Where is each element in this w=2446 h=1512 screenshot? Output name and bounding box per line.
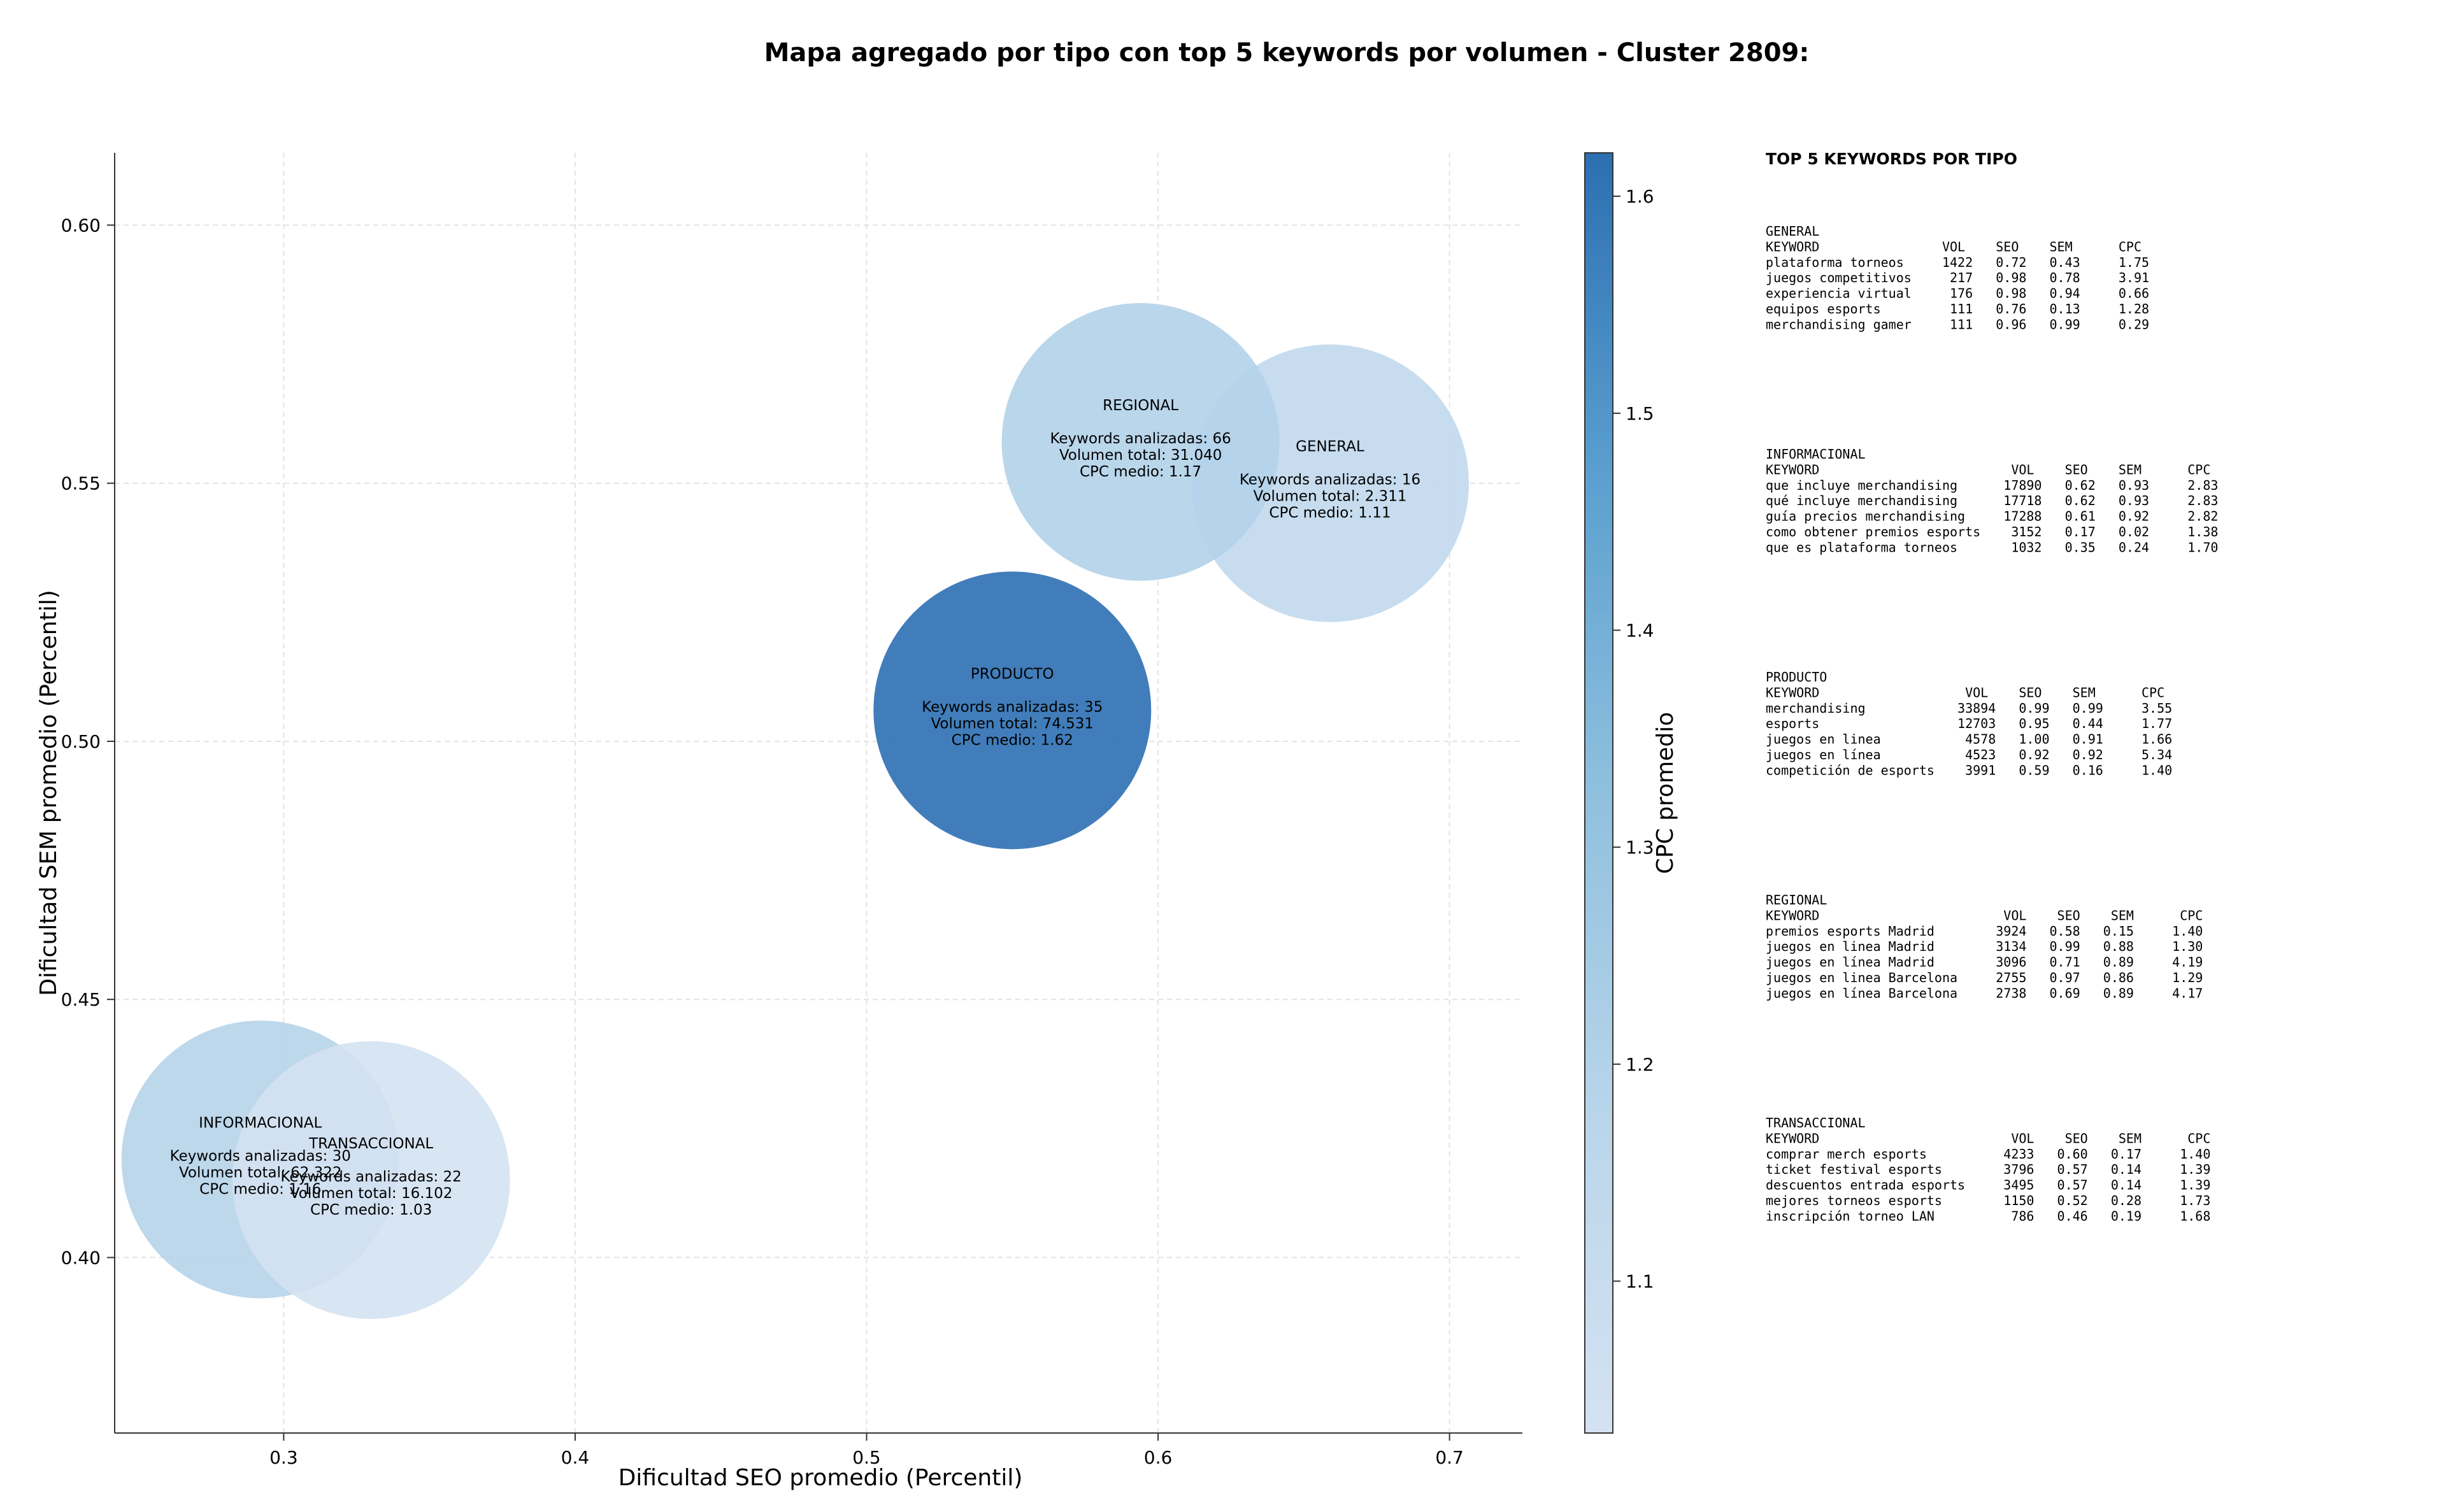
table-type-title: TRANSACCIONAL — [1766, 1115, 1866, 1130]
y-tick-label: 0.45 — [61, 989, 101, 1010]
table-header-row: KEYWORD VOL SEO SEM CPC — [1766, 1130, 2210, 1146]
colorbar-tick-label: 1.5 — [1626, 403, 1654, 424]
bubble-stat-label: Volumen total: 62.322 — [179, 1164, 342, 1181]
bubble-stat-label: CPC medio: 1.11 — [1269, 505, 1391, 522]
table-row: experiencia virtual 176 0.98 0.94 0.66 — [1766, 286, 2149, 301]
y-axis-label: Dificultad SEM promedio (Percentil) — [36, 590, 62, 996]
table-row: que incluye merchandising 17890 0.62 0.9… — [1766, 478, 2218, 493]
colorbar-tick-label: 1.2 — [1626, 1054, 1654, 1075]
colorbar — [1584, 152, 1613, 1434]
table-row: guía precios merchandising 17288 0.61 0.… — [1766, 509, 2218, 524]
chart-title: Mapa agregado por tipo con top 5 keyword… — [764, 38, 1810, 68]
table-row: juegos competitivos 217 0.98 0.78 3.91 — [1766, 270, 2149, 285]
bubble-type-label: REGIONAL — [1103, 397, 1178, 414]
table-row: juegos en línea Madrid 3096 0.71 0.89 4.… — [1766, 955, 2203, 970]
bubble-stat-label: Volumen total: 16.102 — [290, 1185, 453, 1202]
side-panel-heading: TOP 5 KEYWORDS POR TIPO — [1766, 150, 2017, 168]
colorbar-label: CPC promedio — [1652, 712, 1678, 874]
table-row: mejores torneos esports 1150 0.52 0.28 1… — [1766, 1193, 2210, 1208]
table-row: premios esports Madrid 3924 0.58 0.15 1.… — [1766, 924, 2203, 939]
x-tick-label: 0.7 — [1435, 1447, 1464, 1468]
bubble-type-label: INFORMACIONAL — [199, 1115, 322, 1131]
colorbar-tick-label: 1.6 — [1626, 186, 1654, 207]
bubble-producto — [873, 571, 1152, 850]
bubble-stat-label: CPC medio: 1.62 — [952, 732, 1073, 748]
y-tick-label: 0.55 — [61, 473, 101, 494]
bubble-stat-label: Volumen total: 2.311 — [1254, 489, 1407, 505]
bubble-type-label: TRANSACCIONAL — [308, 1136, 433, 1152]
table-row: equipos esports 111 0.76 0.13 1.28 — [1766, 301, 2149, 317]
colorbar-ticks: 1.1 1.2 1.3 1.4 1.5 1.6 — [1613, 186, 1654, 1292]
table-row: que es plataforma torneos 1032 0.35 0.24… — [1766, 539, 2218, 555]
bubble-stat-label: CPC medio: 1.03 — [310, 1202, 432, 1218]
colorbar-tick-label: 1.3 — [1626, 837, 1654, 858]
table-row: merchandising gamer 111 0.96 0.99 0.29 — [1766, 317, 2149, 332]
table-type-title: REGIONAL — [1766, 892, 1827, 908]
table-row: plataforma torneos 1422 0.72 0.43 1.75 — [1766, 255, 2149, 270]
bubble-type-label: PRODUCTO — [971, 666, 1054, 682]
table-row: juegos en línea 4523 0.92 0.92 5.34 — [1766, 747, 2172, 762]
bubble-stat-label: CPC medio: 1.17 — [1080, 464, 1201, 480]
y-ticks: 0.40 0.45 0.50 0.55 0.60 — [61, 215, 115, 1268]
bubble-stat-label: Keywords analizadas: 35 — [922, 699, 1103, 715]
y-tick-label: 0.50 — [61, 731, 101, 752]
bubble-stat-label: Keywords analizadas: 66 — [1050, 431, 1231, 447]
bubble-stat-label: CPC medio: 1.16 — [199, 1181, 321, 1197]
x-tick-label: 0.4 — [561, 1447, 590, 1468]
table-row: juegos en linea Barcelona 2755 0.97 0.86… — [1766, 970, 2203, 985]
table-row: juegos en linea Madrid 3134 0.99 0.88 1.… — [1766, 939, 2203, 954]
bubble-layer — [121, 303, 1470, 1319]
table-row: competición de esports 3991 0.59 0.16 1.… — [1766, 762, 2172, 778]
x-tick-label: 0.5 — [852, 1447, 881, 1468]
bubble-type-label: GENERAL — [1296, 439, 1364, 455]
table-row: inscripción torneo LAN 786 0.46 0.19 1.6… — [1766, 1208, 2210, 1223]
table-row: ticket festival esports 3796 0.57 0.14 1… — [1766, 1162, 2210, 1177]
table-header-row: KEYWORD VOL SEO SEM CPC — [1766, 239, 2142, 254]
colorbar-tick-label: 1.1 — [1626, 1271, 1654, 1292]
table-row: descuentos entrada esports 3495 0.57 0.1… — [1766, 1178, 2210, 1193]
table-row: esports 12703 0.95 0.44 1.77 — [1766, 716, 2172, 731]
bubble-stat-label: Keywords analizadas: 16 — [1240, 472, 1420, 489]
table-row: qué incluye merchandising 17718 0.62 0.9… — [1766, 493, 2218, 508]
x-ticks: 0.3 0.4 0.5 0.6 0.7 — [269, 1433, 1464, 1468]
x-tick-label: 0.3 — [269, 1447, 298, 1468]
table-type-title: GENERAL — [1766, 224, 1819, 239]
bubble-stat-label: Keywords analizadas: 22 — [281, 1169, 462, 1185]
table-header-row: KEYWORD VOL SEO SEM CPC — [1766, 685, 2164, 700]
table-type-title: INFORMACIONAL — [1766, 446, 1866, 462]
table-row: juegos en línea Barcelona 2738 0.69 0.89… — [1766, 985, 2203, 1001]
table-row: como obtener premios esports 3152 0.17 0… — [1766, 524, 2218, 539]
table-row: comprar merch esports 4233 0.60 0.17 1.4… — [1766, 1146, 2210, 1162]
bubble-transaccional — [232, 1041, 510, 1319]
y-tick-label: 0.60 — [61, 215, 101, 236]
colorbar-tick-label: 1.4 — [1626, 620, 1654, 641]
bubble-regional — [1001, 303, 1280, 581]
x-axis-label: Dificultad SEO promedio (Percentil) — [619, 1465, 1023, 1491]
table-header-row: KEYWORD VOL SEO SEM CPC — [1766, 908, 2203, 923]
y-tick-label: 0.40 — [61, 1247, 101, 1268]
table-row: merchandising 33894 0.99 0.99 3.55 — [1766, 701, 2172, 716]
table-row: juegos en linea 4578 1.00 0.91 1.66 — [1766, 732, 2172, 747]
table-type-title: PRODUCTO — [1766, 669, 1827, 685]
bubble-stat-label: Volumen total: 31.040 — [1059, 447, 1222, 464]
table-header-row: KEYWORD VOL SEO SEM CPC — [1766, 462, 2210, 477]
x-tick-label: 0.6 — [1144, 1447, 1173, 1468]
bubble-stat-label: Volumen total: 74.531 — [931, 715, 1094, 732]
bubble-stat-label: Keywords analizadas: 30 — [170, 1148, 351, 1164]
